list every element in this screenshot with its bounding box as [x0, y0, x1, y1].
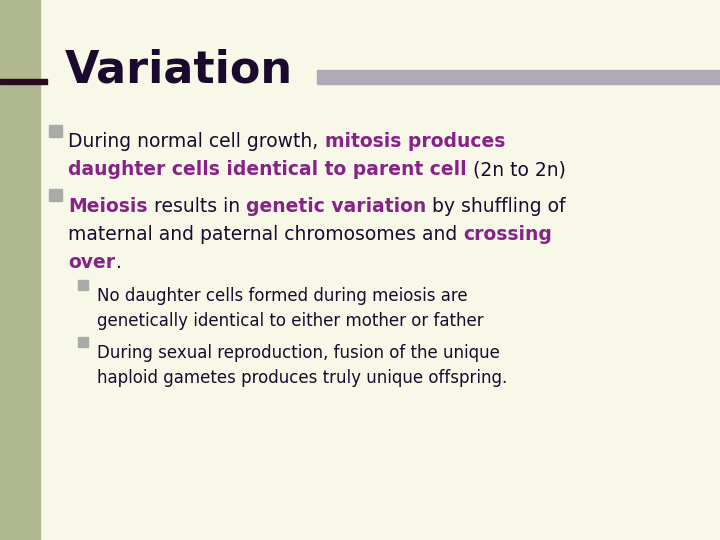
Text: haploid gametes produces truly unique offspring.: haploid gametes produces truly unique of… — [97, 369, 508, 387]
Bar — [78, 338, 88, 347]
Text: by shuffling of: by shuffling of — [426, 197, 566, 216]
Text: mitosis produces: mitosis produces — [325, 132, 505, 151]
Text: .: . — [115, 253, 122, 272]
Bar — [49, 125, 62, 137]
Bar — [0, 0, 40, 540]
Bar — [49, 190, 62, 201]
Text: No daughter cells formed during meiosis are: No daughter cells formed during meiosis … — [97, 287, 468, 305]
Text: genetic variation: genetic variation — [246, 197, 426, 216]
Bar — [78, 280, 88, 290]
Text: over: over — [68, 253, 115, 272]
Text: crossing: crossing — [464, 225, 552, 244]
Text: Meiosis: Meiosis — [68, 197, 148, 216]
Text: During sexual reproduction, fusion of the unique: During sexual reproduction, fusion of th… — [97, 344, 500, 362]
Bar — [317, 70, 720, 84]
Bar — [0, 79, 47, 84]
Text: daughter cells identical to parent cell: daughter cells identical to parent cell — [68, 160, 467, 179]
Text: During normal cell growth,: During normal cell growth, — [68, 132, 325, 151]
Text: genetically identical to either mother or father: genetically identical to either mother o… — [97, 312, 484, 329]
Text: (2n to 2n): (2n to 2n) — [467, 160, 566, 179]
Text: Variation: Variation — [65, 49, 293, 92]
Text: maternal and paternal chromosomes and: maternal and paternal chromosomes and — [68, 225, 464, 244]
Text: results in: results in — [148, 197, 246, 216]
